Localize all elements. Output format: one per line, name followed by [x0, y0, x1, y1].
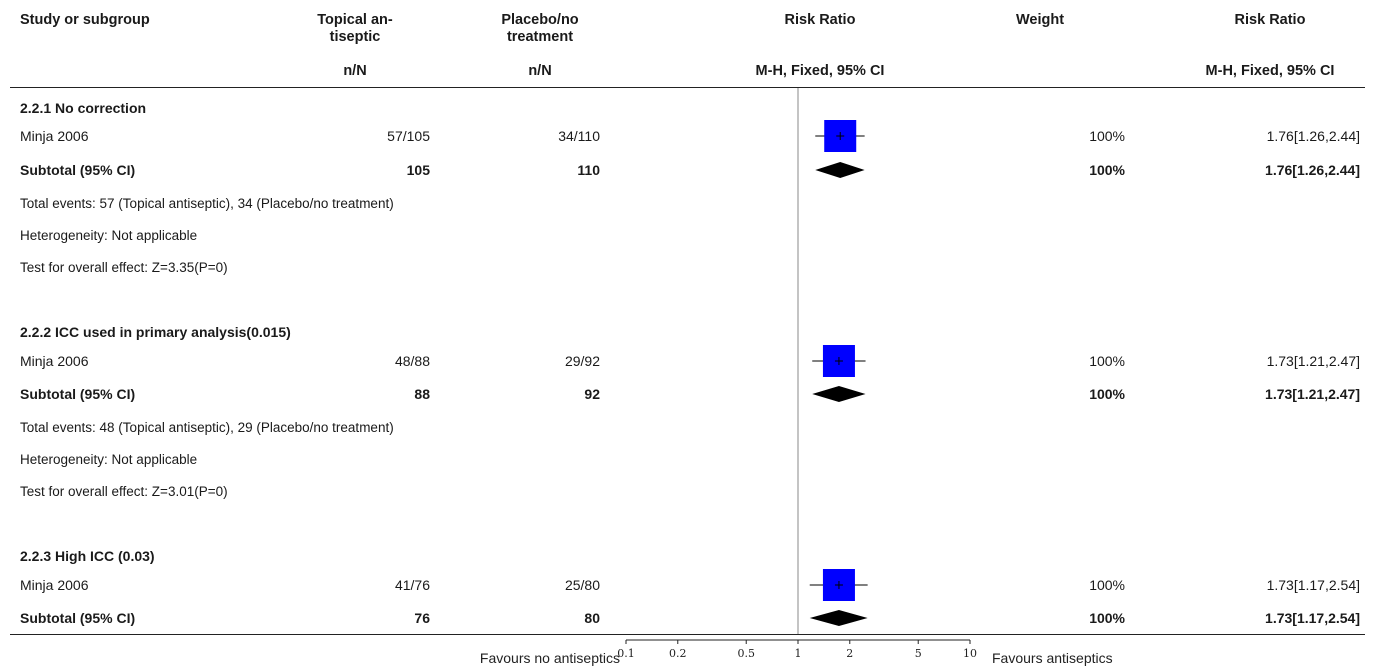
subtotal-ctrl: 92: [584, 386, 600, 402]
header-study: Study or subgroup: [20, 12, 150, 28]
x-tick-label: 10: [963, 647, 977, 660]
study-weight: 100%: [1089, 128, 1125, 144]
study-weight: 100%: [1089, 353, 1125, 369]
header-risk-ratio-plot: Risk Ratio: [784, 12, 856, 28]
study-name: Minja 2006: [20, 353, 89, 369]
x-tick-label: 0.1: [617, 647, 635, 660]
favours-right-label: Favours antiseptics: [992, 650, 1113, 666]
subtotal-weight: 100%: [1089, 610, 1125, 626]
subtotal-exp: 105: [406, 162, 430, 178]
study-rr: 1.76[1.26,2.44]: [1266, 128, 1360, 144]
x-tick-label: 0.2: [669, 647, 687, 660]
study-rr: 1.73[1.17,2.54]: [1266, 577, 1360, 593]
x-tick-label: 2: [846, 647, 853, 660]
footer-rule: [10, 634, 1365, 635]
header-risk-ratio-text: Risk Ratio: [1234, 12, 1306, 28]
subtotal-ctrl: 110: [577, 162, 600, 178]
study-name: Minja 2006: [20, 577, 89, 593]
x-tick-label: 5: [915, 647, 922, 660]
total-events: Total events: 57 (Topical antiseptic), 3…: [20, 196, 394, 211]
subtotal-exp: 88: [414, 386, 430, 402]
subtotal-exp: 76: [414, 610, 430, 626]
subtotal-rr: 1.76[1.26,2.44]: [1265, 162, 1360, 178]
subtotal-rr: 1.73[1.17,2.54]: [1265, 610, 1360, 626]
header-weight: Weight: [1015, 12, 1065, 28]
subtotal-weight: 100%: [1089, 162, 1125, 178]
study-exp: 41/76: [394, 577, 430, 593]
favours-left-label: Favours no antiseptics: [479, 650, 620, 666]
subtotal-diamond: [809, 610, 868, 626]
subtotal-rr: 1.73[1.21,2.47]: [1265, 386, 1360, 402]
heterogeneity: Heterogeneity: Not applicable: [20, 452, 198, 467]
subtotal-ctrl: 80: [584, 610, 600, 626]
header-topical-antiseptic: Topical an- tiseptic: [317, 12, 393, 45]
subtotal-label: Subtotal (95% CI): [20, 162, 136, 178]
subtotal-label: Subtotal (95% CI): [20, 386, 136, 402]
study-ctrl: 29/92: [564, 353, 600, 369]
overall-effect-test: Test for overall effect: Z=3.35(P=0): [20, 260, 228, 275]
group-title: 2.2.1 No correction: [20, 100, 147, 116]
study-exp: 48/88: [394, 353, 430, 369]
header-rr-text-sub: M-H, Fixed, 95% CI: [1205, 63, 1335, 79]
subtotal-diamond: [812, 386, 866, 402]
study-exp: 57/105: [387, 128, 430, 144]
study-ctrl: 34/110: [558, 128, 600, 144]
heterogeneity: Heterogeneity: Not applicable: [20, 228, 198, 243]
subtotal-weight: 100%: [1089, 386, 1125, 402]
study-ctrl: 25/80: [564, 577, 600, 593]
header-rule: [10, 87, 1365, 88]
study-weight: 100%: [1089, 577, 1125, 593]
total-events: Total events: 48 (Topical antiseptic), 2…: [20, 420, 394, 435]
subtotal-label: Subtotal (95% CI): [20, 610, 136, 626]
header-rr-plot-sub: M-H, Fixed, 95% CI: [755, 63, 885, 79]
subtotal-diamond: [815, 162, 865, 178]
header-ctrl-sub: n/N: [528, 63, 552, 79]
header-placebo: Placebo/no treatment: [501, 12, 579, 45]
group-title: 2.2.2 ICC used in primary analysis(0.015…: [20, 324, 291, 340]
x-tick-label: 1: [795, 647, 802, 660]
x-tick-label: 0.5: [737, 647, 755, 660]
overall-effect-test: Test for overall effect: Z=3.01(P=0): [20, 484, 228, 499]
study-name: Minja 2006: [20, 128, 89, 144]
header-exp-sub: n/N: [343, 63, 367, 79]
group-title: 2.2.3 High ICC (0.03): [20, 548, 155, 564]
study-rr: 1.73[1.21,2.47]: [1266, 353, 1360, 369]
